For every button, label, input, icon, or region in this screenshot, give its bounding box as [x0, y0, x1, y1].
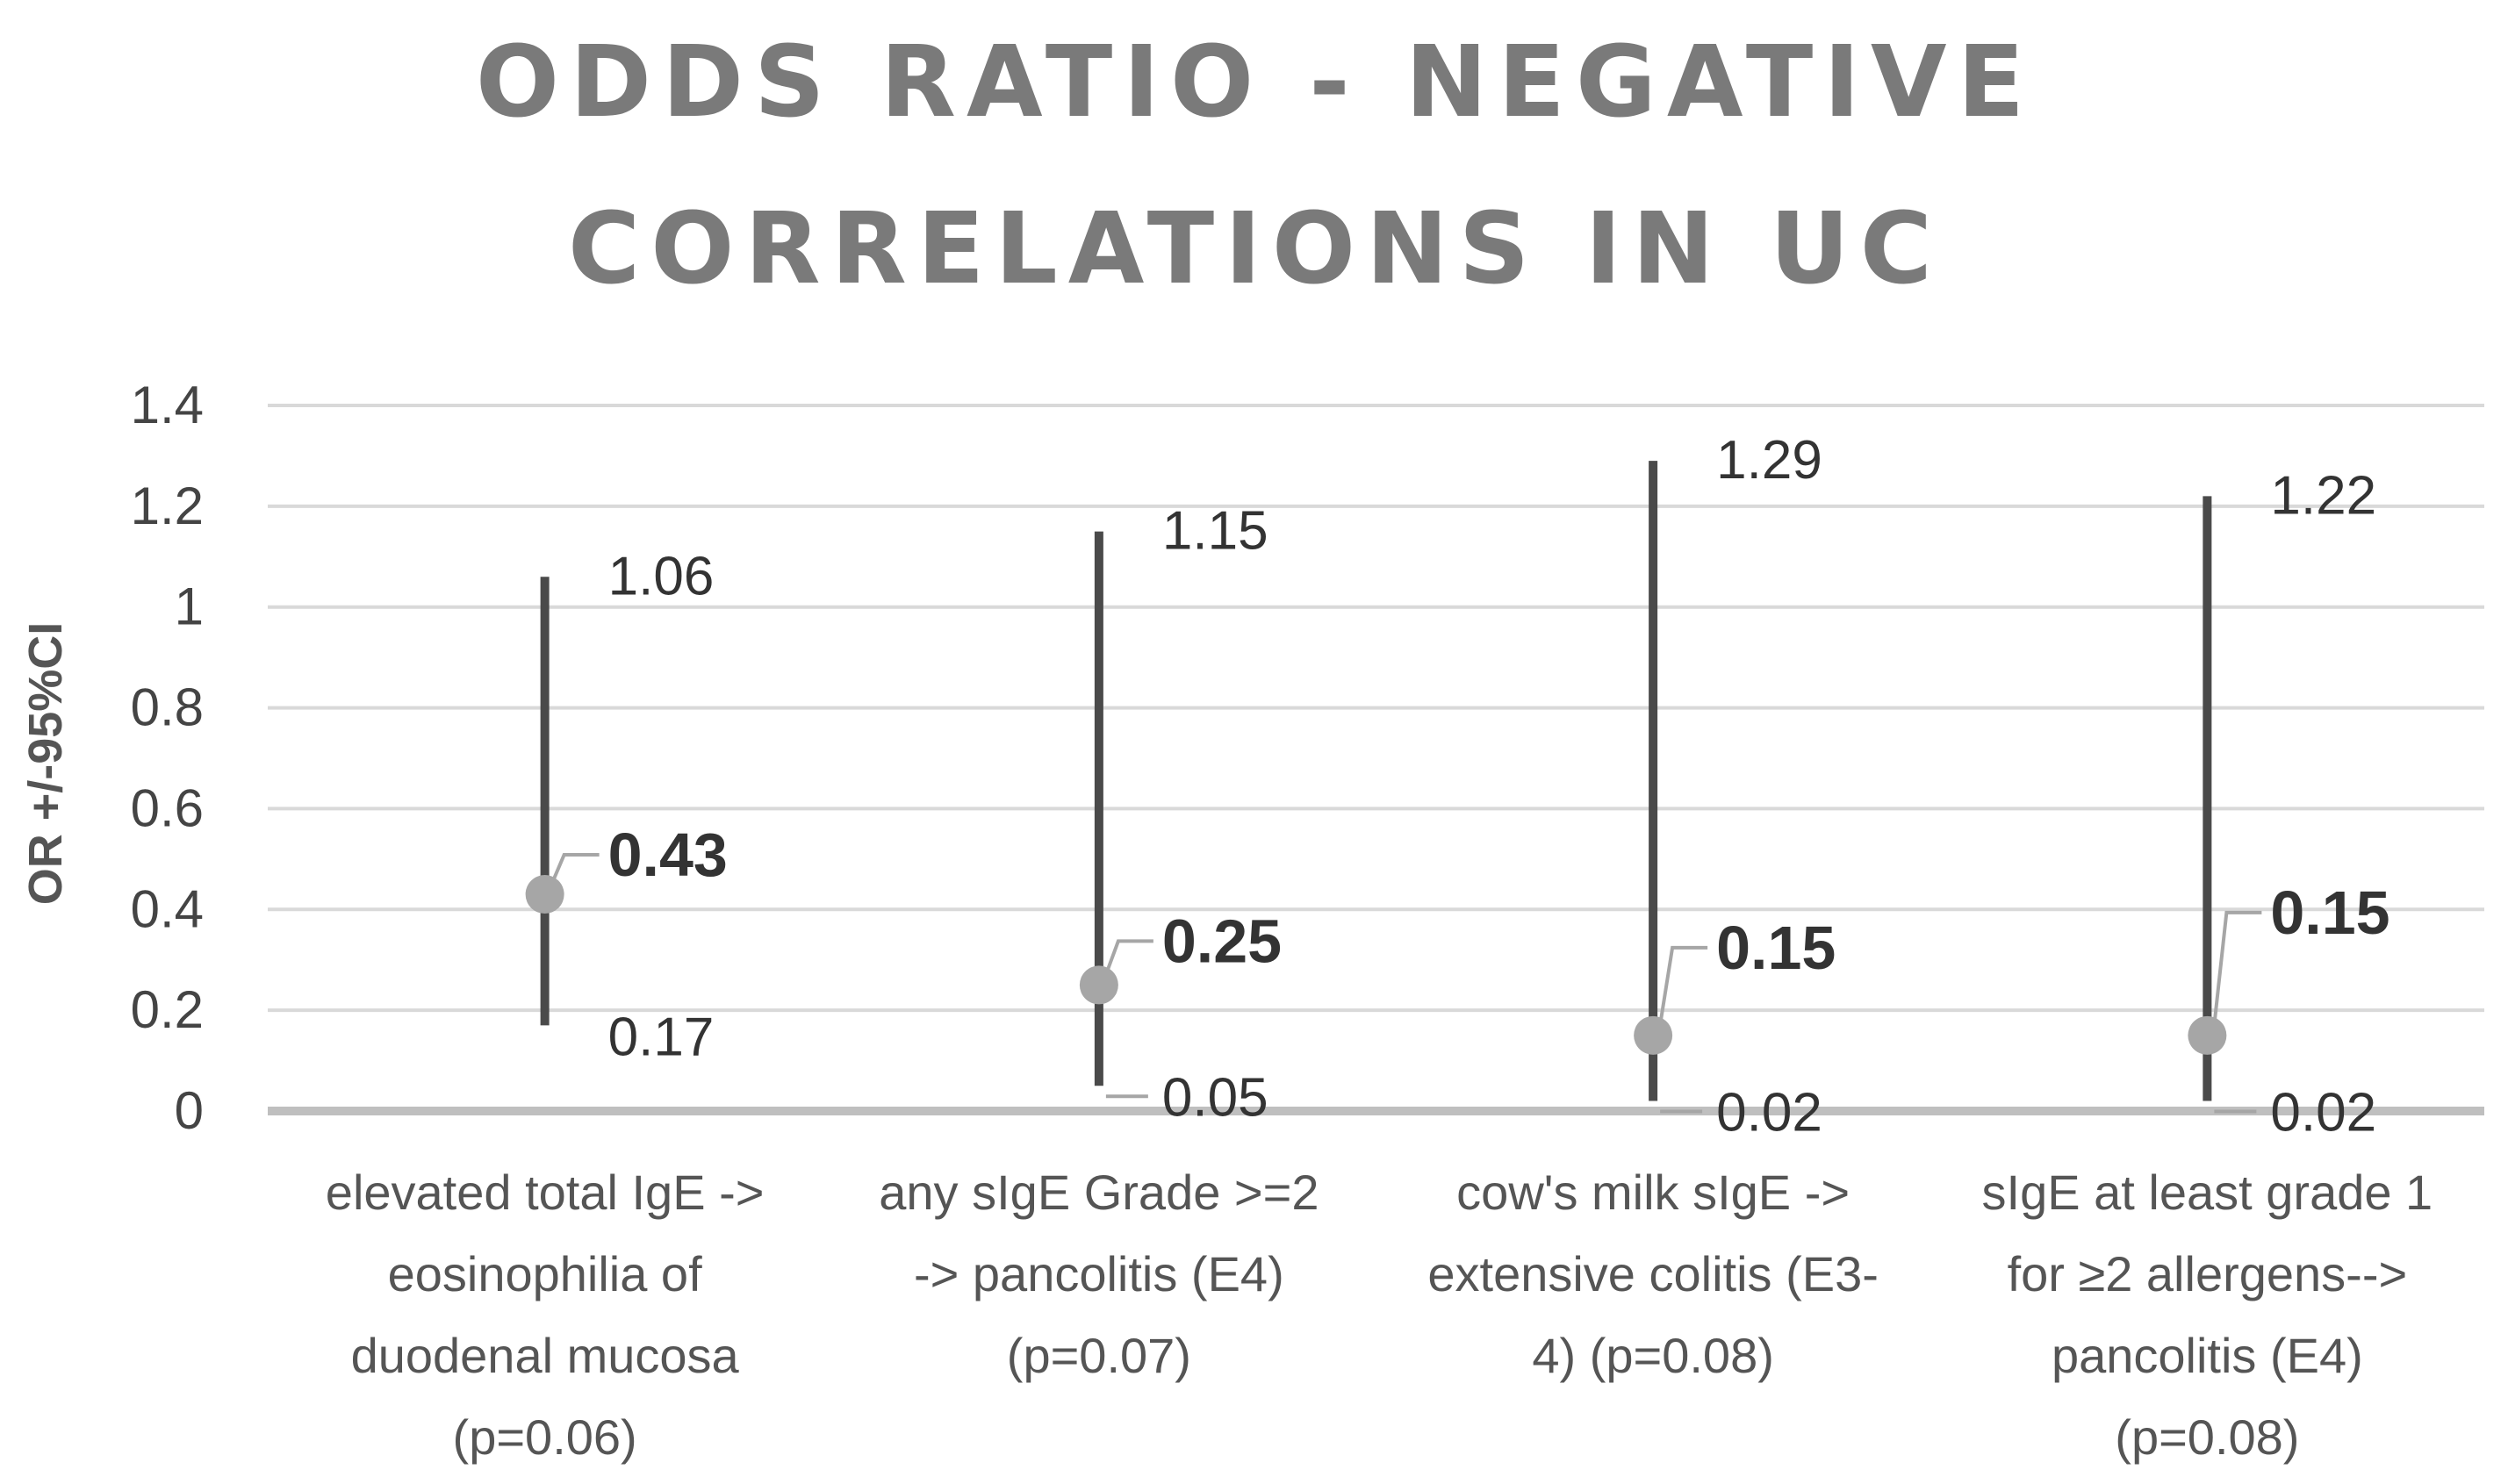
or-point	[525, 875, 564, 914]
chart-title-line: CORRELATIONS IN UC	[568, 192, 1943, 306]
y-axis-label: OR +/-95%CI	[19, 622, 72, 906]
lower-ci-label: 0.02	[1716, 1083, 1822, 1143]
x-axis-categories: elevated total IgE -> eosinophilia of duod…	[326, 1165, 2433, 1465]
lower-ci-label: 0.17	[608, 1007, 715, 1067]
category-label-line: for ≥2 allergens-->	[2008, 1246, 2408, 1301]
category-label-line: pancolitis (E4)	[2052, 1328, 2363, 1383]
gridlines	[268, 404, 2484, 1115]
category-label-line: sIgE at least grade 1	[1982, 1165, 2433, 1220]
or-label-leader	[2212, 910, 2262, 1026]
upper-ci-label: 1.22	[2270, 465, 2376, 526]
chart-title-line: ODDS RATIO - NEGATIVE	[476, 25, 2035, 140]
category-label-line: any sIgE Grade >=2	[879, 1165, 1319, 1220]
or-value-label: 0.43	[608, 821, 728, 889]
category-label-line: elevated total IgE ->	[326, 1165, 765, 1220]
upper-ci-label: 1.15	[1162, 501, 1268, 562]
or-value-label: 0.25	[1162, 907, 1282, 975]
category-label-line: extensive colitis (E3-	[1427, 1246, 1879, 1301]
y-tick-label: 0.8	[131, 678, 204, 737]
or-label-leader	[1104, 939, 1153, 976]
y-tick-label: 0.2	[131, 980, 204, 1039]
category-label-line: duodenal mucosa	[351, 1328, 740, 1383]
upper-ci-label: 1.06	[608, 546, 715, 606]
y-tick-label: 1	[175, 577, 204, 636]
or-label-leader	[550, 853, 600, 885]
or-point	[2188, 1015, 2227, 1055]
data-marks: 1.06 0.17 0.43 1.15 0.05 0.25 1.29 0.02 0.15 1.22…	[525, 430, 2390, 1143]
category-label-line: (p=0.06)	[453, 1409, 637, 1465]
lower-ci-label: 0.02	[2270, 1083, 2376, 1143]
lower-ci-label: 0.05	[1162, 1067, 1268, 1128]
y-tick-label: 0	[175, 1081, 204, 1140]
or-value-label: 0.15	[1716, 914, 1836, 982]
y-tick-label: 0.6	[131, 778, 204, 837]
or-point	[1634, 1015, 1673, 1055]
category-label-line: (p=0.08)	[2115, 1409, 2299, 1465]
category-label-line: -> pancolitis (E4)	[914, 1246, 1284, 1301]
chart-title: ODDS RATIO - NEGATIVE CORRELATIONS IN UC	[476, 25, 2035, 306]
or-label-leader	[1658, 945, 1708, 1026]
or-value-label: 0.15	[2270, 878, 2389, 947]
y-tick-label: 1.2	[131, 477, 204, 535]
upper-ci-label: 1.29	[1716, 430, 1822, 491]
category-label-line: 4) (p=0.08)	[1532, 1328, 1774, 1383]
category-label-line: eosinophilia of	[388, 1246, 702, 1301]
or-point	[1079, 965, 1118, 1005]
y-axis-ticks: 0 0.2 0.4 0.6 0.8 1 1.2 1.4	[131, 376, 204, 1140]
category-label-line: (p=0.07)	[1007, 1328, 1191, 1383]
y-tick-label: 1.4	[131, 376, 204, 434]
y-tick-label: 0.4	[131, 879, 204, 938]
category-label-line: cow's milk sIgE ->	[1456, 1165, 1850, 1220]
